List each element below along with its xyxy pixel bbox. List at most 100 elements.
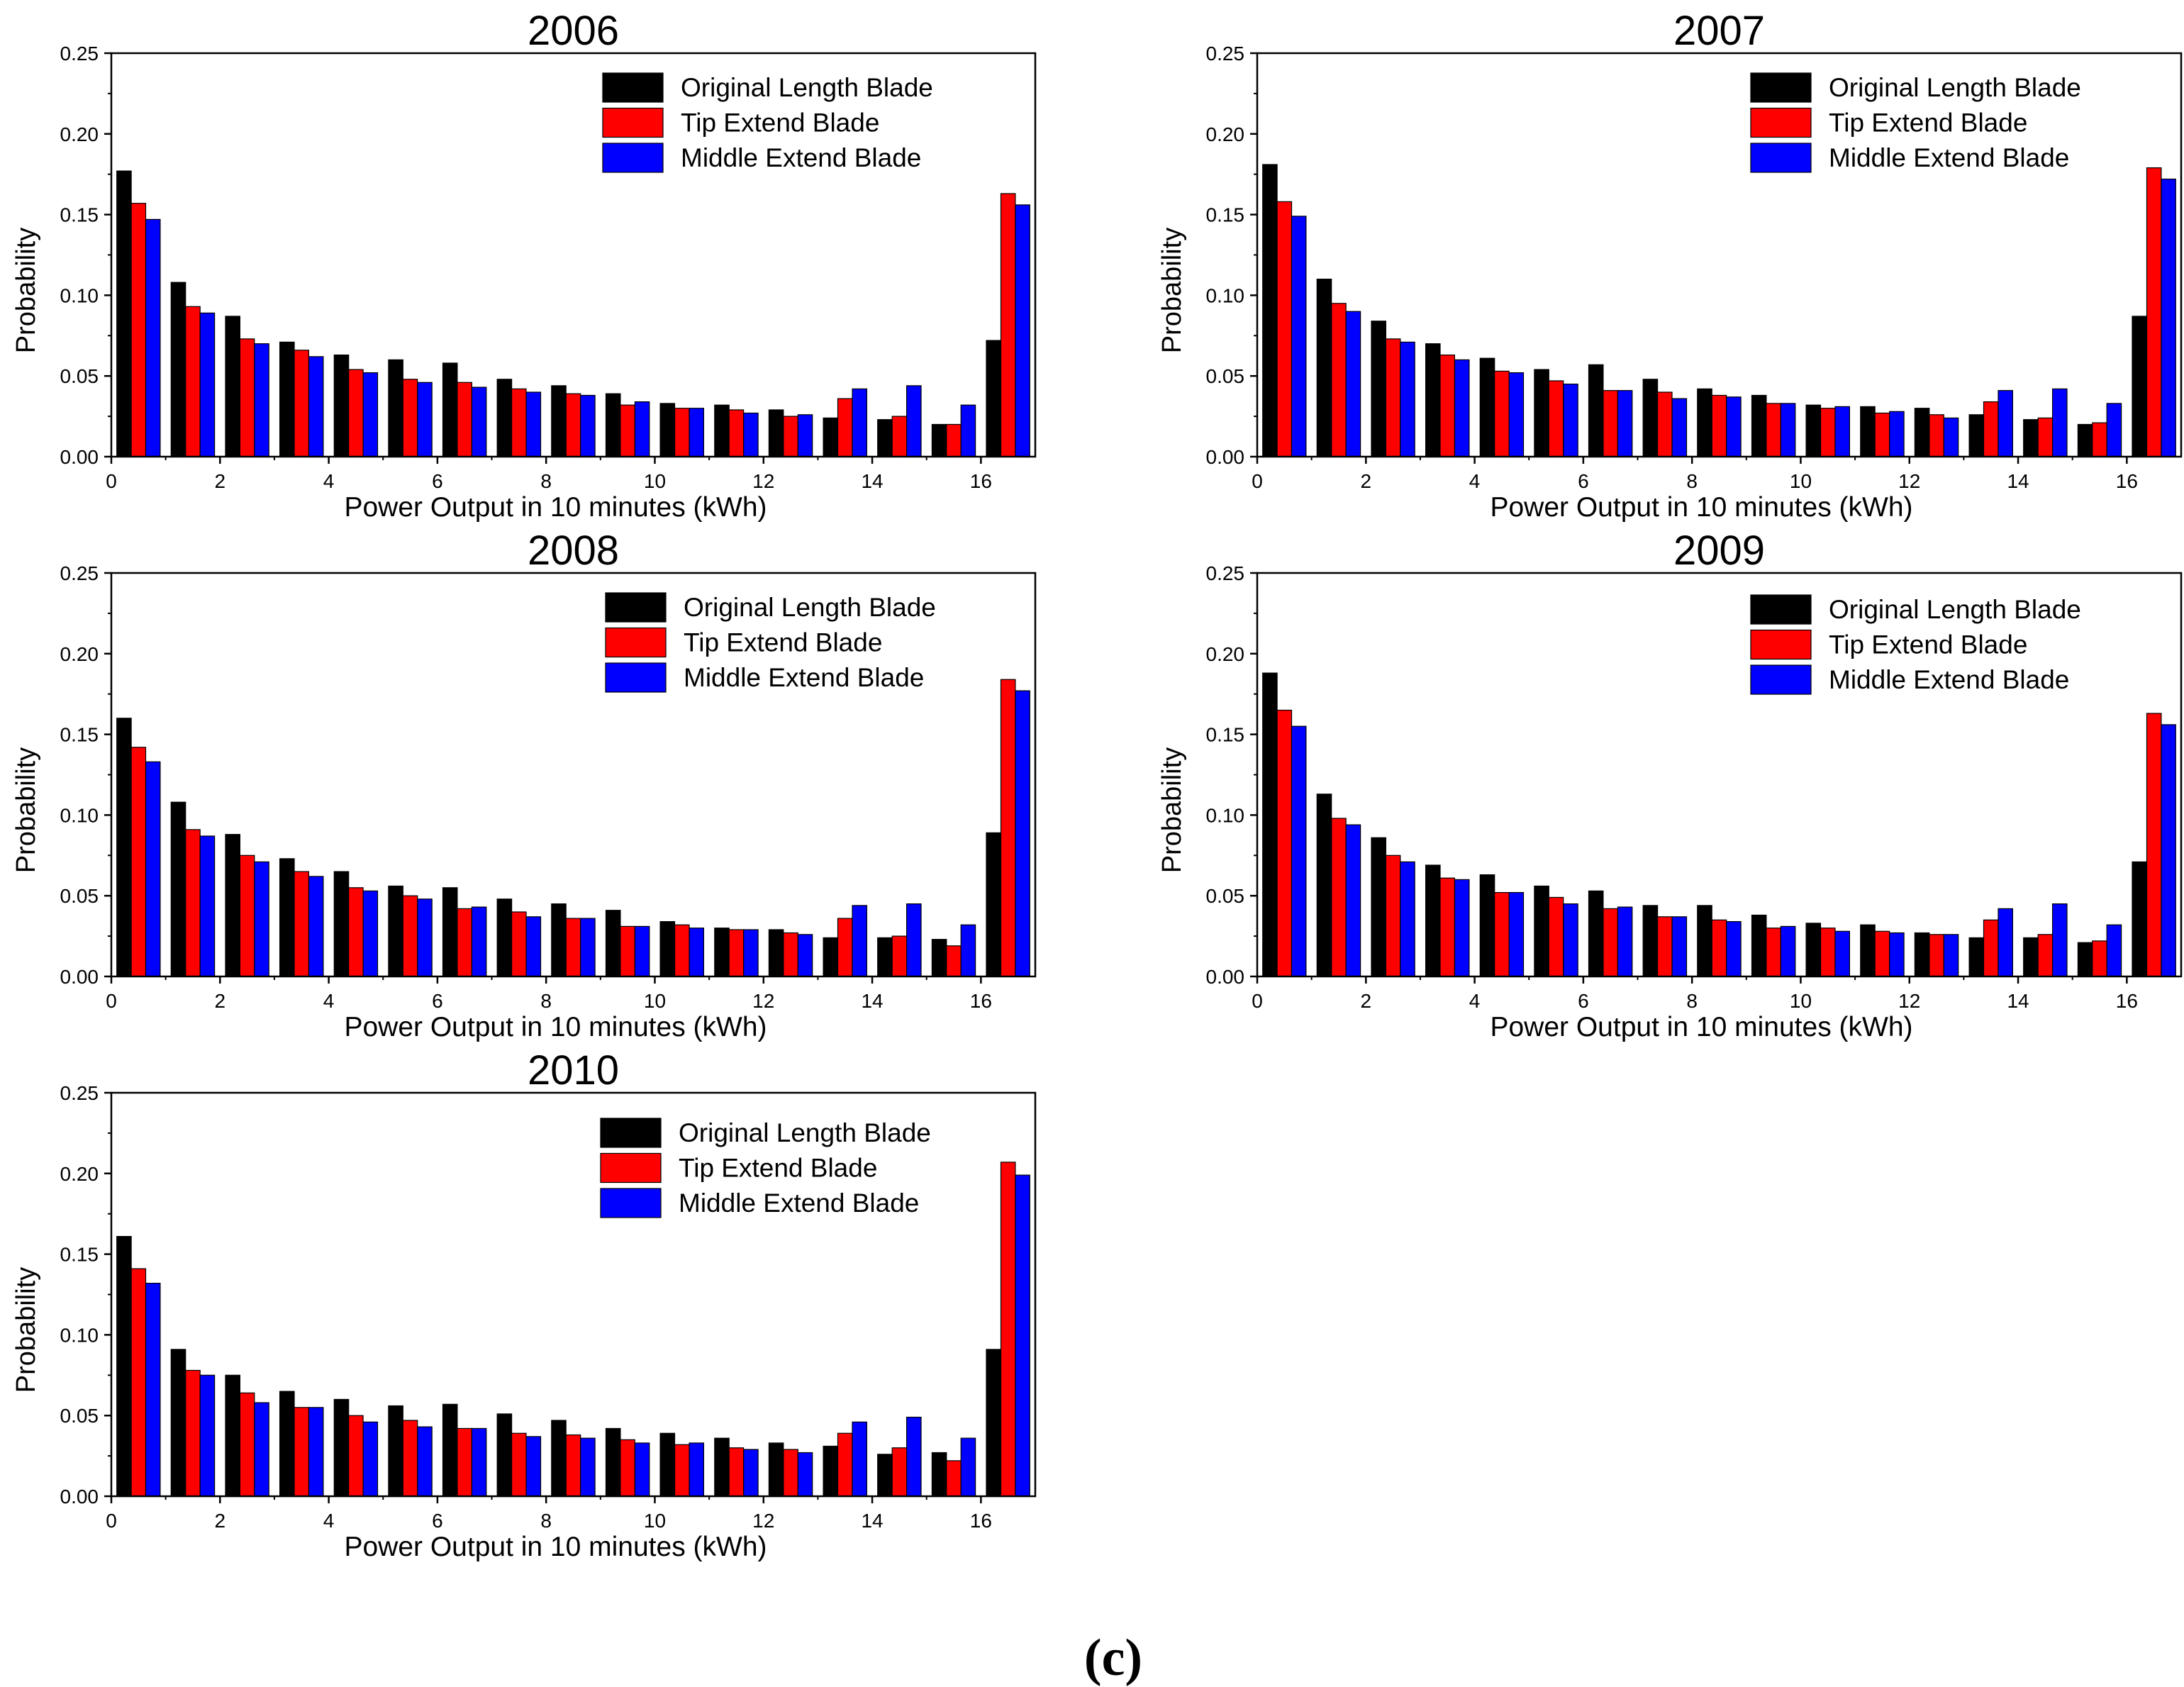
bar: [496, 379, 513, 457]
bar: [402, 1420, 418, 1497]
bar: [471, 906, 487, 977]
bar: [1588, 364, 1604, 457]
bar: [417, 382, 433, 457]
legend-swatch: [1750, 594, 1812, 625]
bar: [1914, 932, 1930, 977]
bar: [674, 408, 690, 457]
x-tick-label: 14: [2007, 990, 2029, 1012]
bar: [1766, 928, 1781, 977]
bar: [2146, 713, 2162, 977]
bar: [1998, 908, 2013, 977]
y-tick-label: 0.15: [60, 724, 99, 746]
bar: [1766, 403, 1781, 457]
bar: [1015, 204, 1030, 457]
y-axis-label: Probability: [11, 747, 41, 873]
bar: [1726, 396, 1742, 457]
bar: [1000, 193, 1016, 457]
x-axis-label: Power Output in 10 minutes (kWh): [344, 492, 767, 523]
bar: [714, 928, 730, 977]
x-tick-label: 16: [970, 1510, 992, 1532]
bar: [457, 1427, 472, 1497]
bar: [674, 924, 690, 977]
bar: [116, 1235, 132, 1497]
bar: [457, 382, 472, 457]
bar: [254, 861, 269, 977]
x-tick-label: 6: [1578, 990, 1589, 1012]
bar: [388, 885, 403, 977]
legend-label: Original Length Blade: [684, 593, 936, 622]
bar: [986, 832, 1001, 977]
bar: [417, 898, 433, 977]
bar: [442, 1403, 458, 1497]
bar: [333, 1398, 350, 1497]
bar: [457, 908, 472, 977]
bar: [199, 835, 216, 977]
bar-group: [116, 679, 1030, 977]
bar: [1820, 408, 1836, 457]
bar: [1968, 937, 1985, 977]
bar: [551, 1420, 567, 1497]
x-tick-label: 10: [1790, 470, 1812, 492]
x-tick-label: 14: [2007, 470, 2029, 492]
bar: [308, 356, 324, 457]
y-tick-label: 0.00: [1206, 446, 1245, 468]
bar: [837, 918, 853, 977]
bar: [823, 1445, 839, 1497]
bar: [728, 409, 745, 457]
legend-swatch: [1750, 664, 1812, 695]
bar: [1834, 930, 1850, 977]
legend: Original Length Blade Tip Extend Blade Mid…: [1750, 594, 2081, 695]
bar: [333, 871, 350, 977]
x-tick-label: 6: [432, 1510, 443, 1532]
bar: [1642, 379, 1659, 457]
bar: [1943, 417, 1959, 457]
x-tick-label: 8: [540, 470, 552, 492]
bar: [525, 916, 542, 977]
y-tick-label: 0.10: [60, 1324, 99, 1346]
bar: [116, 718, 132, 977]
bar: [388, 359, 403, 457]
bar: [1479, 874, 1495, 977]
bar: [580, 394, 596, 457]
bar: [580, 1437, 596, 1497]
bar: [605, 1427, 621, 1497]
bar: [1874, 930, 1890, 977]
bar: [797, 1452, 813, 1497]
bar: [1454, 879, 1470, 977]
bar: [620, 1439, 635, 1497]
x-tick-label: 2: [1361, 470, 1372, 492]
bar: [1316, 794, 1332, 977]
x-tick-label: 14: [861, 990, 883, 1012]
y-tick-label: 0.25: [1206, 562, 1245, 584]
bar: [906, 1416, 922, 1497]
bar: [348, 1415, 364, 1497]
bar: [891, 935, 908, 977]
bar: [783, 932, 798, 977]
bar: [348, 887, 364, 977]
y-axis-label: Probability: [11, 228, 41, 353]
bar: [783, 1449, 798, 1497]
bar: [674, 1444, 690, 1497]
x-tick-label: 8: [540, 990, 552, 1012]
bar: [145, 218, 161, 457]
bar: [1697, 905, 1712, 977]
bar: [877, 419, 893, 457]
legend: Original Length Blade Tip Extend Blade Mid…: [605, 592, 936, 693]
bar: [1400, 861, 1415, 977]
bar: [1968, 414, 1985, 457]
bar: [551, 903, 567, 977]
legend-label: Tip Extend Blade: [1829, 108, 2027, 138]
x-tick-label: 6: [1578, 470, 1589, 492]
bar: [1015, 1174, 1030, 1497]
bar: [2132, 316, 2147, 457]
bar: [1439, 877, 1455, 977]
bar: [1508, 891, 1525, 977]
y-tick-label: 0.20: [60, 1163, 99, 1185]
bar: [185, 1369, 201, 1497]
bar: [2106, 924, 2122, 977]
bar: [1780, 925, 1796, 977]
y-axis-label: Probability: [11, 1267, 41, 1393]
chart-2006: 2006 0.00 0.05 0.10 0.15 0.20 0.25 0 2 4 6 8 10 12 14 1…: [11, 8, 1037, 523]
bar: [1805, 404, 1822, 457]
bar: [1548, 380, 1564, 457]
